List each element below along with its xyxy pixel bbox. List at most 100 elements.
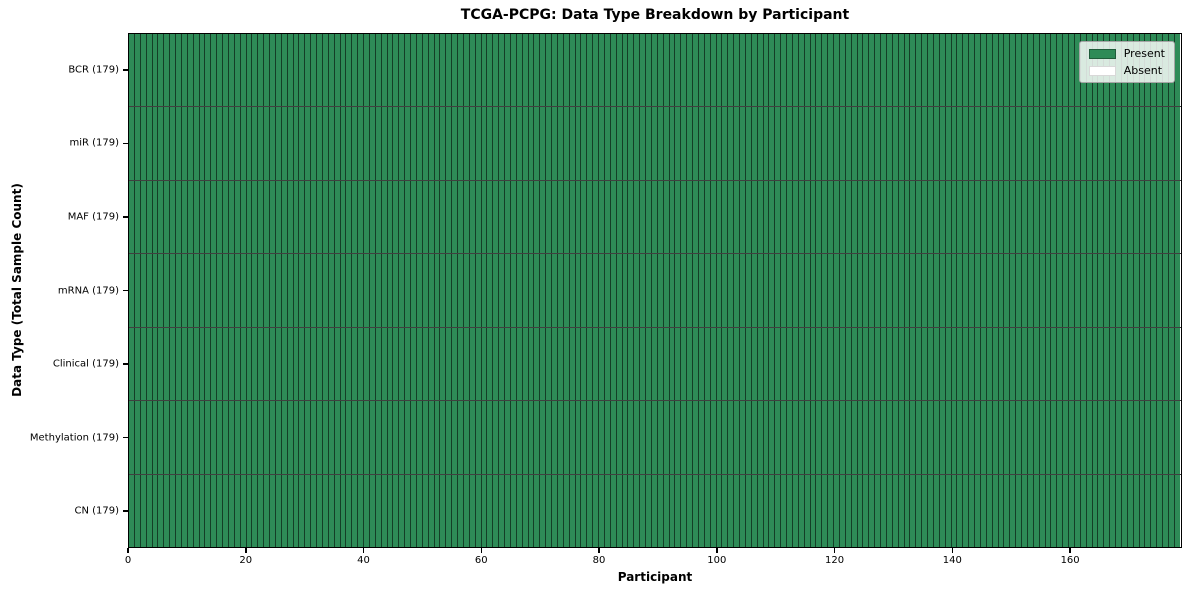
heatmap-cell [152, 401, 159, 474]
heatmap-cell [193, 34, 200, 107]
heatmap-cell [969, 34, 975, 107]
heatmap-cell [922, 107, 928, 180]
heatmap-cell [540, 401, 547, 474]
heatmap-cell [146, 474, 153, 547]
heatmap-cell [857, 34, 864, 107]
heatmap-cell [328, 254, 335, 327]
heatmap-cell [440, 107, 447, 180]
heatmap-cell [1063, 254, 1069, 327]
heatmap-cell [675, 474, 682, 547]
heatmap-cell [387, 107, 394, 180]
heatmap-cell [922, 327, 928, 401]
heatmap-cell [499, 254, 505, 327]
heatmap-cell [381, 107, 388, 180]
heatmap-cell [557, 327, 564, 401]
heatmap-cell [557, 401, 564, 474]
heatmap-cell [693, 327, 699, 401]
heatmap-cell [1057, 401, 1064, 474]
heatmap-cell [364, 34, 370, 107]
heatmap-cell [563, 254, 570, 327]
heatmap-cell [599, 180, 605, 254]
heatmap-cell [640, 34, 646, 107]
heatmap-cell [516, 34, 523, 107]
heatmap-cell [716, 107, 723, 180]
heatmap-cell [687, 107, 693, 180]
heatmap-cell [399, 180, 406, 254]
heatmap-cell [845, 107, 852, 180]
x-tick-label-80: 80 [592, 555, 606, 566]
heatmap-cell [552, 180, 558, 254]
heatmap-cell [293, 327, 300, 401]
heatmap-cell [129, 107, 135, 180]
heatmap-cell [792, 254, 799, 327]
heatmap-cell [334, 474, 341, 547]
heatmap-cell [187, 107, 194, 180]
heatmap-cell [757, 254, 764, 327]
heatmap-cell [804, 34, 811, 107]
heatmap-cell [822, 254, 829, 327]
heatmap-cell [181, 107, 188, 180]
heatmap-cell [1010, 107, 1017, 180]
heatmap-cell [734, 107, 740, 180]
heatmap-cell [422, 327, 429, 401]
heatmap-cell [757, 180, 764, 254]
heatmap-cell [458, 180, 464, 254]
legend-label: Absent [1123, 64, 1163, 77]
heatmap-cell [193, 327, 200, 401]
heatmap-cell [716, 180, 723, 254]
heatmap-cell [734, 180, 740, 254]
heatmap-cell [1057, 107, 1064, 180]
heatmap-cell [140, 327, 147, 401]
heatmap-cell [587, 474, 594, 547]
heatmap-cell [1127, 180, 1134, 254]
heatmap-cell [534, 34, 541, 107]
heatmap-cell [693, 180, 699, 254]
heatmap-cell [146, 180, 153, 254]
heatmap-cell [951, 401, 958, 474]
heatmap-cell [646, 254, 652, 327]
heatmap-cell [740, 34, 746, 107]
heatmap-cell [998, 401, 1005, 474]
heatmap-cell [910, 34, 917, 107]
heatmap-cell [134, 107, 141, 180]
heatmap-cell [1145, 107, 1152, 180]
heatmap-cell [581, 34, 588, 107]
heatmap-cell [992, 34, 999, 107]
x-tick-mark [951, 548, 954, 553]
heatmap-cell [540, 474, 547, 547]
heatmap-cell [1145, 474, 1152, 547]
heatmap-cell [493, 107, 500, 180]
heatmap-cell [176, 180, 182, 254]
heatmap-cell [892, 34, 899, 107]
heatmap-cell [422, 401, 429, 474]
heatmap-cell [1127, 401, 1134, 474]
heatmap-cell [828, 401, 834, 474]
heatmap-cell [857, 254, 864, 327]
heatmap-cell [787, 327, 793, 401]
heatmap-cell [387, 254, 394, 327]
heatmap-cell [469, 34, 476, 107]
heatmap-cell [1010, 180, 1017, 254]
heatmap-cell [211, 401, 218, 474]
heatmap-cell [1004, 180, 1011, 254]
x-tick-label-0: 0 [124, 555, 132, 566]
heatmap-cell [299, 254, 306, 327]
heatmap-cell [170, 34, 176, 107]
heatmap-cell [1092, 254, 1099, 327]
heatmap-cell [704, 401, 711, 474]
heatmap-cell [834, 254, 840, 327]
heatmap-cell [411, 401, 417, 474]
heatmap-cell [863, 401, 870, 474]
heatmap-cell [886, 474, 893, 547]
heatmap-cell [1086, 107, 1093, 180]
heatmap-cell [505, 34, 511, 107]
heatmap-cell [452, 34, 458, 107]
heatmap-cell [140, 401, 147, 474]
heatmap-cell [869, 34, 876, 107]
heatmap-cell [992, 180, 999, 254]
heatmap-cell [575, 107, 582, 180]
heatmap-cell [199, 327, 206, 401]
heatmap-cell [1086, 254, 1093, 327]
heatmap-cell [475, 254, 482, 327]
heatmap-cell [828, 180, 834, 254]
